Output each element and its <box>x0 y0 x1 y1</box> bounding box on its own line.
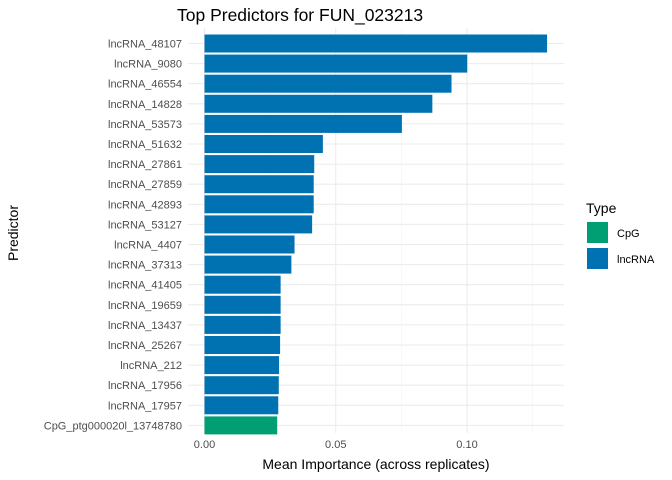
y-axis-title: Predictor <box>5 205 21 261</box>
y-tick-label: lncRNA_17956 <box>108 380 182 392</box>
bar-lncRNA_17957 <box>204 396 279 415</box>
y-tick-label: lncRNA_48107 <box>108 39 182 51</box>
bar-lncRNA_53573 <box>204 114 402 133</box>
x-axis-title: Mean Importance (across replicates) <box>262 456 489 472</box>
bar-lncRNA_41405 <box>204 275 281 294</box>
bar-lncRNA_212 <box>204 356 280 375</box>
y-tick-label: lncRNA_13437 <box>108 320 182 332</box>
y-tick-label: lncRNA_46554 <box>108 79 182 91</box>
y-tick-label: lncRNA_37313 <box>108 260 182 272</box>
bar-lncRNA_27861 <box>204 155 315 174</box>
bar-lncRNA_19659 <box>204 295 281 314</box>
x-tick-label: 0.10 <box>456 439 477 451</box>
y-tick-label: CpG_ptg000020l_13748780 <box>44 420 182 432</box>
bar-lncRNA_27859 <box>204 175 314 194</box>
legend-label-cpg: CpG <box>617 228 640 240</box>
y-tick-label: lncRNA_25267 <box>108 340 182 352</box>
bars <box>204 34 548 435</box>
legend-title: Type <box>586 200 617 216</box>
y-tick-label: lncRNA_27861 <box>108 159 182 171</box>
bar-lncRNA_25267 <box>204 336 281 354</box>
bar-lncRNA_13437 <box>204 315 281 334</box>
bar-lncRNA_37313 <box>204 255 292 274</box>
x-tick-label: 0.00 <box>194 439 215 451</box>
bar-lncRNA_48107 <box>204 34 548 53</box>
y-tick-label: lncRNA_14828 <box>108 99 182 111</box>
y-tick-label: lncRNA_212 <box>120 360 182 372</box>
y-tick-label: lncRNA_9080 <box>114 59 182 71</box>
y-tick-label: lncRNA_27859 <box>108 179 182 191</box>
y-tick-label: lncRNA_42893 <box>108 199 182 211</box>
x-axis-tick-labels: 0.00 0.05 0.10 <box>194 439 478 451</box>
x-tick-label: 0.05 <box>325 439 346 451</box>
bar-lncRNA_42893 <box>204 195 314 214</box>
bar-lncRNA_17956 <box>204 376 279 395</box>
bar-lncRNA_14828 <box>204 94 433 113</box>
y-tick-label: lncRNA_41405 <box>108 280 182 292</box>
legend-key-lncrna <box>587 248 608 269</box>
bar-lncRNA_46554 <box>204 74 452 93</box>
y-tick-label: lncRNA_17957 <box>108 400 182 412</box>
bar-lncRNA_9080 <box>204 54 468 73</box>
y-tick-label: lncRNA_53127 <box>108 219 182 231</box>
bar-CpG_ptg000020l_13748780 <box>204 416 278 435</box>
y-axis-tick-labels: lncRNA_48107 lncRNA_9080 lncRNA_46554 lncRN… <box>44 39 182 433</box>
bar-lncRNA_53127 <box>204 215 313 234</box>
chart-title: Top Predictors for FUN_023213 <box>177 5 423 26</box>
y-tick-label: lncRNA_4407 <box>114 240 182 252</box>
y-tick-label: lncRNA_53573 <box>108 119 182 131</box>
bar-lncRNA_4407 <box>204 235 295 254</box>
y-tick-label: lncRNA_19659 <box>108 300 182 312</box>
legend: Type CpG lncRNA <box>586 200 655 269</box>
legend-label-lncrna: lncRNA <box>617 254 655 266</box>
bar-lncRNA_51632 <box>204 135 323 153</box>
legend-key-cpg <box>587 222 608 243</box>
y-tick-label: lncRNA_51632 <box>108 139 182 151</box>
